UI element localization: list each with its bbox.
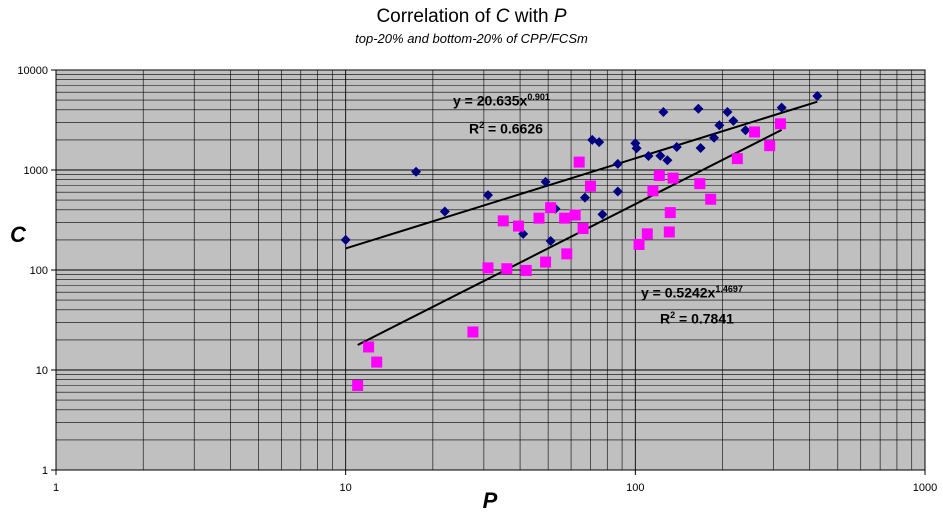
data-point-diamond: [579, 192, 590, 203]
tick-labels: 1 10 100 1000 1 10 100 1000 10000: [17, 65, 937, 494]
data-point-square: [559, 212, 571, 224]
data-point-square: [545, 202, 557, 214]
trend-equation-2: y = 0.5242x1.4697: [641, 284, 743, 301]
data-point-diamond: [812, 90, 823, 101]
data-point-diamond: [658, 107, 669, 118]
axes: [51, 69, 926, 475]
data-point-square: [573, 156, 585, 168]
x-tick-label: 1: [53, 482, 59, 494]
trend-equation-1-exponent: 0.901: [527, 92, 550, 102]
data-point-square: [633, 238, 645, 250]
data-point-square: [561, 248, 573, 260]
data-point-diamond: [662, 155, 673, 166]
data-point-diamond: [439, 206, 450, 217]
y-tick-label: 100: [30, 265, 48, 277]
data-point-diamond: [671, 141, 682, 152]
data-point-diamond: [612, 186, 623, 197]
data-points: [340, 90, 823, 391]
data-point-diamond: [728, 115, 739, 126]
data-point-diamond: [655, 150, 666, 161]
x-axis-label: P: [482, 488, 498, 513]
data-point-square: [352, 379, 364, 391]
trend-r2-1-label: R: [469, 120, 480, 137]
title-var-c: C: [495, 6, 510, 27]
trend-equation-1-text: y = 20.635x: [453, 92, 528, 109]
trend-equation-1: y = 20.635x0.901: [453, 92, 550, 109]
title-var-p: P: [553, 6, 567, 27]
trend-equation-2-exponent: 1.4697: [715, 284, 743, 294]
trend-r2-2-value: = 0.7841: [675, 310, 734, 327]
chart-title: Correlation of C with P: [0, 6, 943, 28]
data-point-diamond: [714, 120, 725, 131]
data-point-square: [774, 118, 786, 130]
x-tick-label: 10: [340, 482, 352, 494]
data-point-diamond: [722, 107, 733, 118]
trendlines: [345, 100, 818, 346]
data-point-square: [705, 193, 717, 205]
data-point-square: [512, 220, 524, 232]
data-point-square: [749, 126, 761, 138]
trend-equation-2-text: y = 0.5242x: [641, 284, 716, 301]
data-point-diamond: [545, 235, 556, 246]
data-point-diamond: [597, 209, 608, 220]
trend-r2-2-label: R: [660, 310, 671, 327]
data-point-diamond: [612, 158, 623, 169]
data-point-square: [540, 256, 552, 268]
chart-subtitle: top-20% and bottom-20% of CPP/FCSm: [355, 31, 588, 46]
x-tick-label: 100: [626, 482, 644, 494]
data-point-square: [577, 223, 589, 235]
data-point-square: [667, 172, 679, 184]
trendline-1: [345, 100, 818, 250]
x-tick-label: 1000: [913, 482, 937, 494]
data-point-diamond: [540, 176, 551, 187]
data-point-square: [371, 356, 383, 368]
data-point-square: [664, 207, 676, 219]
data-point-diamond: [709, 132, 720, 143]
data-point-diamond: [740, 125, 751, 136]
data-point-square: [467, 326, 479, 338]
trend-r2-1-value: = 0.6626: [484, 120, 543, 137]
data-point-diamond: [776, 102, 787, 113]
data-point-square: [520, 264, 532, 276]
data-point-square: [653, 170, 665, 182]
data-point-square: [533, 212, 545, 224]
title-mid: with: [514, 6, 549, 27]
data-point-square: [363, 341, 375, 353]
data-point-square: [731, 153, 743, 165]
y-tick-label: 1000: [24, 165, 48, 177]
y-axis-label: C: [10, 222, 26, 247]
data-point-square: [663, 226, 675, 238]
data-point-square: [497, 215, 509, 227]
data-point-diamond: [631, 143, 642, 154]
data-point-diamond: [411, 166, 422, 177]
trendline-2: [357, 128, 783, 346]
data-point-diamond: [695, 142, 706, 153]
y-tick-label: 10000: [17, 65, 48, 77]
data-point-square: [569, 209, 581, 221]
data-point-diamond: [482, 190, 493, 201]
data-point-diamond: [643, 151, 654, 162]
y-tick-label: 10: [36, 365, 48, 377]
data-point-square: [764, 140, 776, 152]
data-point-diamond: [693, 103, 704, 114]
title-prefix: Correlation of: [376, 6, 491, 27]
data-point-square: [694, 178, 706, 190]
data-point-diamond: [340, 234, 351, 245]
data-point-square: [501, 263, 513, 275]
data-point-square: [584, 180, 596, 192]
y-tick-label: 1: [42, 465, 48, 477]
data-point-square: [482, 262, 494, 274]
data-point-square: [641, 228, 653, 240]
data-point-square: [647, 185, 659, 197]
trend-r2-1: R2 = 0.6626: [469, 120, 543, 137]
trend-r2-2: R2 = 0.7841: [660, 310, 734, 327]
data-point-diamond: [594, 137, 605, 148]
